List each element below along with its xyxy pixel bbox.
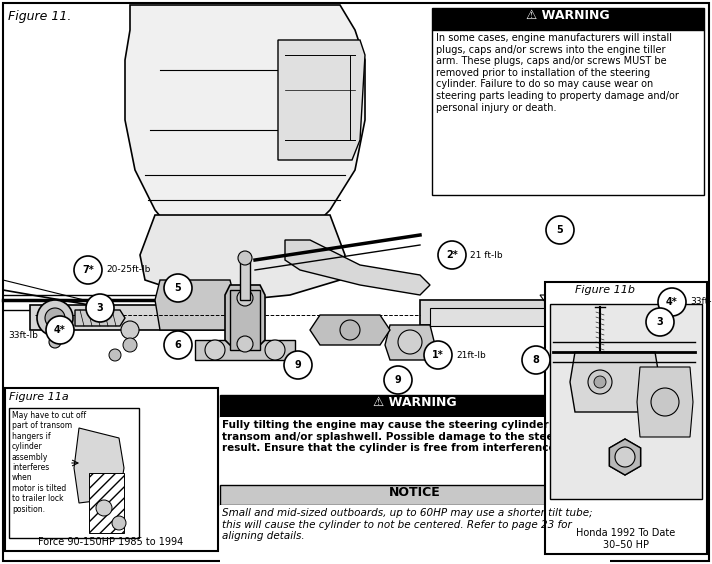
Circle shape (47, 322, 63, 338)
Circle shape (615, 447, 635, 467)
Polygon shape (385, 325, 435, 360)
Polygon shape (195, 340, 295, 360)
Polygon shape (609, 439, 641, 475)
Bar (30, 305, 230, 330)
Text: 1*: 1* (432, 350, 444, 360)
Bar (220, 505, 610, 563)
Circle shape (49, 336, 61, 348)
Circle shape (86, 294, 114, 322)
Circle shape (658, 288, 686, 316)
Polygon shape (609, 439, 641, 475)
Circle shape (587, 302, 603, 318)
Bar (240, 255, 250, 300)
Circle shape (384, 366, 412, 394)
Circle shape (646, 308, 674, 336)
Circle shape (284, 351, 312, 379)
Text: 5: 5 (557, 225, 563, 235)
Bar (430, 308, 550, 326)
Circle shape (46, 316, 74, 344)
Text: In some cases, engine manufacturers will install
plugs, caps and/or screws into : In some cases, engine manufacturers will… (436, 33, 679, 113)
Text: Honda 1992 To Date
30–50 HP: Honda 1992 To Date 30–50 HP (577, 528, 676, 550)
Text: NOTICE: NOTICE (389, 486, 441, 499)
Text: 3: 3 (97, 303, 103, 313)
Bar (545, 282, 707, 554)
Text: ⚠ WARNING: ⚠ WARNING (373, 396, 457, 409)
Circle shape (121, 321, 139, 339)
Bar (5, 388, 218, 551)
Polygon shape (230, 290, 260, 350)
Circle shape (594, 376, 606, 388)
Text: 21 ft-lb: 21 ft-lb (470, 250, 503, 259)
Text: 9: 9 (295, 360, 301, 370)
Polygon shape (285, 240, 430, 295)
Bar (220, 485, 610, 505)
Circle shape (237, 336, 253, 352)
Text: Fully tilting the engine may cause the steering cylinder to interfere with the
t: Fully tilting the engine may cause the s… (222, 420, 673, 453)
Text: 33ft-lb: 33ft-lb (690, 297, 712, 306)
Circle shape (546, 216, 574, 244)
Text: 33ft-lb: 33ft-lb (8, 331, 38, 340)
Polygon shape (278, 40, 365, 160)
Text: Small and mid-sized outboards, up to 60HP may use a shorter tilt tube;
this will: Small and mid-sized outboards, up to 60H… (222, 508, 592, 541)
Text: Force 90-150HP 1985 to 1994: Force 90-150HP 1985 to 1994 (38, 537, 184, 547)
Bar (220, 395, 610, 417)
Bar (220, 417, 610, 482)
Text: 3: 3 (656, 317, 664, 327)
Circle shape (96, 500, 112, 516)
Bar (432, 8, 704, 30)
Bar (9, 408, 139, 538)
Polygon shape (74, 428, 124, 503)
Circle shape (588, 370, 612, 394)
Circle shape (621, 301, 639, 319)
Circle shape (642, 304, 654, 316)
Polygon shape (125, 5, 365, 260)
Text: 4*: 4* (666, 297, 678, 307)
Text: 20-25ft-lb: 20-25ft-lb (106, 266, 150, 275)
Text: May have to cut off
part of transom
hangers if
cylinder
assembly
interferes
when: May have to cut off part of transom hang… (12, 411, 86, 514)
Circle shape (265, 340, 285, 360)
Polygon shape (637, 367, 693, 437)
Text: 9: 9 (394, 375, 402, 385)
Text: 21ft-lb: 21ft-lb (456, 350, 486, 359)
Circle shape (651, 388, 679, 416)
Text: 4*: 4* (54, 325, 66, 335)
Circle shape (164, 331, 192, 359)
Circle shape (164, 274, 192, 302)
Text: Figure 11b: Figure 11b (575, 285, 635, 295)
Polygon shape (225, 285, 265, 345)
Circle shape (37, 300, 73, 336)
Polygon shape (75, 310, 125, 326)
Circle shape (237, 290, 253, 306)
Circle shape (205, 340, 225, 360)
Text: 6: 6 (174, 340, 182, 350)
Text: Figure 11.: Figure 11. (8, 10, 71, 23)
Text: 7*: 7* (82, 265, 94, 275)
Circle shape (340, 320, 360, 340)
Circle shape (74, 256, 102, 284)
Circle shape (112, 516, 126, 530)
Circle shape (424, 341, 452, 369)
Circle shape (580, 295, 610, 325)
Circle shape (603, 298, 627, 322)
Text: 5: 5 (174, 283, 182, 293)
Polygon shape (155, 280, 235, 330)
Circle shape (522, 346, 550, 374)
Polygon shape (140, 215, 345, 300)
Polygon shape (310, 315, 390, 345)
Circle shape (238, 251, 252, 265)
Bar (550, 304, 702, 499)
Text: 8: 8 (533, 355, 540, 365)
Circle shape (45, 308, 65, 328)
Circle shape (109, 349, 121, 361)
Text: 2*: 2* (446, 250, 458, 260)
Bar (420, 300, 675, 325)
Polygon shape (89, 473, 124, 533)
Circle shape (123, 338, 137, 352)
Text: Figure 11a: Figure 11a (9, 392, 69, 402)
Text: ⚠ WARNING: ⚠ WARNING (526, 9, 609, 22)
Bar (432, 30, 704, 195)
Circle shape (398, 330, 422, 354)
Polygon shape (570, 352, 660, 412)
Circle shape (438, 241, 466, 269)
